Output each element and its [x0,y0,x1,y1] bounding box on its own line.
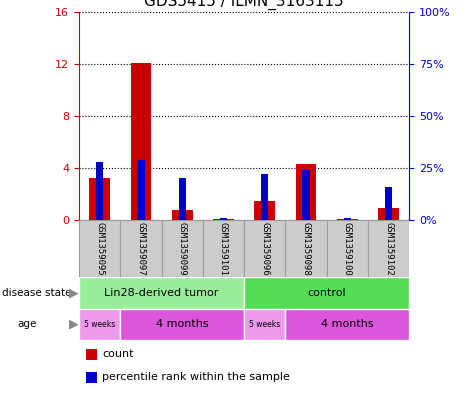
Text: ▶: ▶ [69,318,79,331]
Bar [337,219,358,220]
Bar [89,178,110,220]
Text: percentile rank within the sample: percentile rank within the sample [102,372,290,382]
Bar [79,277,244,309]
Text: control: control [307,288,346,298]
Bar [302,170,310,220]
Text: GSM1359101: GSM1359101 [219,222,228,275]
Text: 5 weeks: 5 weeks [249,320,280,329]
Text: GSM1359102: GSM1359102 [384,222,393,275]
Bar [261,174,268,220]
Text: GSM1359097: GSM1359097 [136,222,146,275]
Text: GSM1359099: GSM1359099 [178,222,187,275]
Bar [162,220,203,277]
Bar [286,220,326,277]
Bar [254,200,275,220]
Bar [131,62,151,220]
Text: GSM1359096: GSM1359096 [260,222,269,275]
Bar [326,220,368,277]
Bar [137,160,145,220]
Bar [368,220,409,277]
Bar [172,210,193,220]
Bar [79,309,120,340]
Text: 4 months: 4 months [156,319,208,329]
Bar [79,220,120,277]
Bar [296,164,316,220]
Text: GSM1359095: GSM1359095 [95,222,104,275]
Bar [86,371,97,383]
Text: disease state: disease state [2,288,72,298]
Bar [213,219,234,220]
Text: 4 months: 4 months [321,319,373,329]
Bar [120,309,244,340]
Bar [244,277,409,309]
Bar [244,309,286,340]
Text: GSM1359100: GSM1359100 [343,222,352,275]
Bar [179,178,186,220]
Text: 5 weeks: 5 weeks [84,320,115,329]
Bar [96,162,103,220]
Text: age: age [18,319,37,329]
Bar [203,220,244,277]
Text: count: count [102,349,133,359]
Bar [378,208,399,220]
Bar [286,309,409,340]
Bar [220,218,227,220]
Bar [344,218,351,220]
Bar [120,220,162,277]
Text: ▶: ▶ [69,286,79,299]
Title: GDS5415 / ILMN_3163115: GDS5415 / ILMN_3163115 [144,0,344,11]
Text: GSM1359098: GSM1359098 [301,222,311,275]
Bar [86,349,97,360]
Bar [385,187,392,220]
Bar [244,220,286,277]
Text: Lin28-derived tumor: Lin28-derived tumor [105,288,219,298]
